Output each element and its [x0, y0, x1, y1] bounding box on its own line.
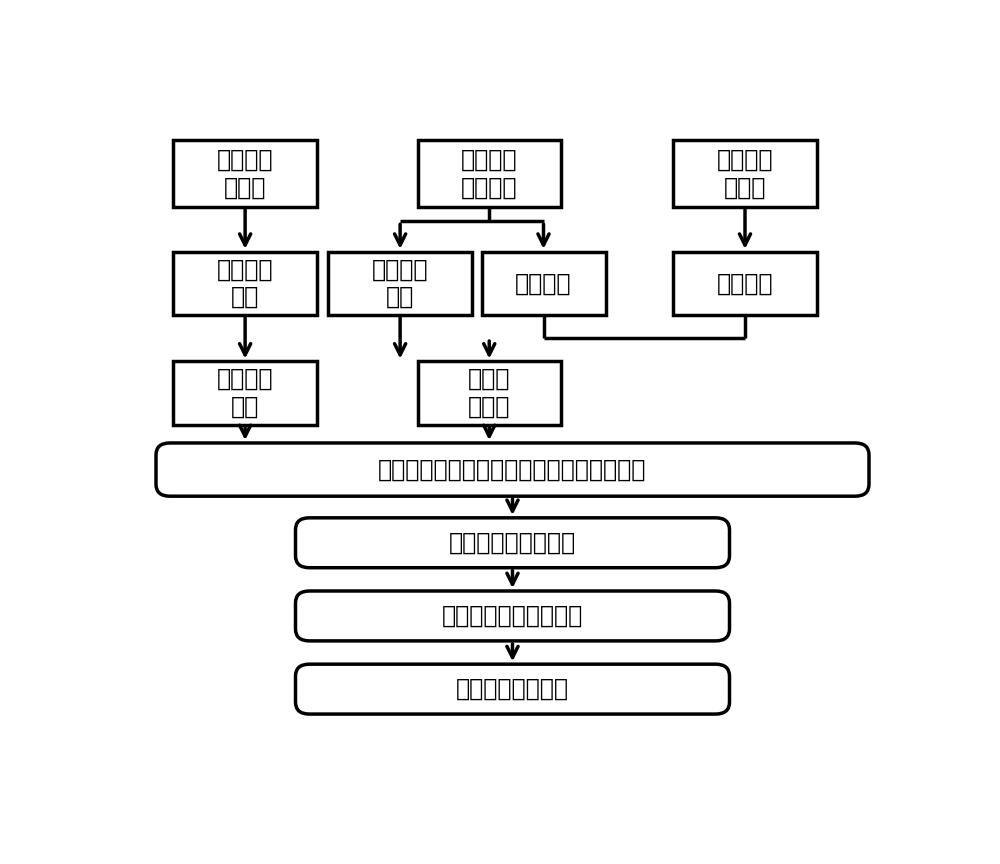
- FancyBboxPatch shape: [673, 251, 817, 314]
- Text: 液压支架
放煤口: 液压支架 放煤口: [717, 148, 773, 200]
- FancyBboxPatch shape: [173, 361, 317, 425]
- FancyBboxPatch shape: [173, 140, 317, 206]
- Text: 煤流速度: 煤流速度: [515, 271, 572, 295]
- FancyBboxPatch shape: [296, 591, 730, 641]
- Text: 煤流几何
特征: 煤流几何 特征: [372, 257, 428, 309]
- Text: 雷达回波
信号: 雷达回波 信号: [217, 257, 273, 309]
- FancyBboxPatch shape: [296, 518, 730, 568]
- Text: 激光三维
扫描装置: 激光三维 扫描装置: [461, 148, 518, 200]
- Text: 顶煤厚度
信息: 顶煤厚度 信息: [217, 367, 273, 419]
- FancyBboxPatch shape: [418, 140, 561, 206]
- FancyBboxPatch shape: [673, 140, 817, 206]
- FancyBboxPatch shape: [418, 361, 561, 425]
- Text: 放煤时间: 放煤时间: [717, 271, 773, 295]
- Text: 放煤口最佳开闭时间: 放煤口最佳开闭时间: [449, 530, 576, 555]
- Text: 放煤口
放煤量: 放煤口 放煤量: [468, 367, 510, 419]
- FancyBboxPatch shape: [482, 251, 606, 314]
- Text: 放煤口开启与关闭: 放煤口开启与关闭: [456, 677, 569, 701]
- FancyBboxPatch shape: [156, 443, 869, 496]
- FancyBboxPatch shape: [296, 664, 730, 714]
- FancyBboxPatch shape: [328, 251, 472, 314]
- Text: 液压支架放顶煤控制器: 液压支架放顶煤控制器: [442, 604, 583, 628]
- Text: 顶煤厚度变化量与放煤时间之间的函数方程: 顶煤厚度变化量与放煤时间之间的函数方程: [378, 458, 647, 481]
- Text: 超宽带雷
达装置: 超宽带雷 达装置: [217, 148, 273, 200]
- FancyBboxPatch shape: [173, 251, 317, 314]
